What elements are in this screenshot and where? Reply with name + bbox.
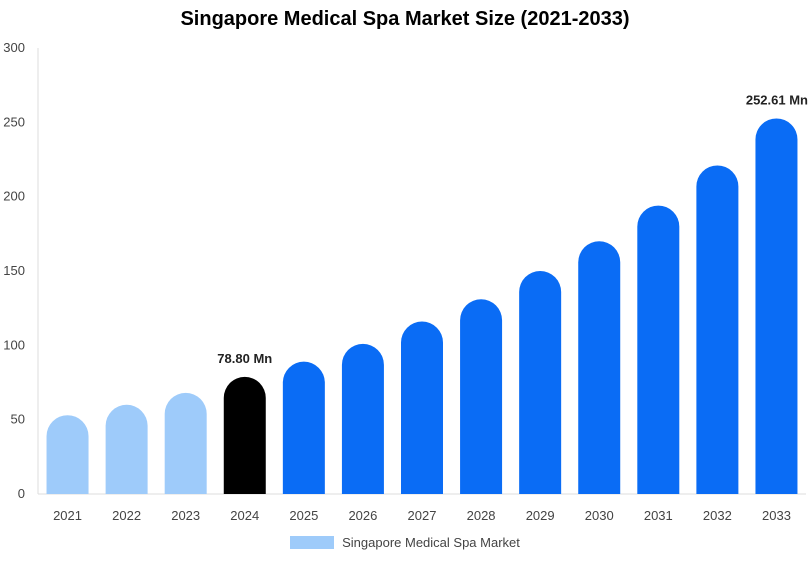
bar-2024 [223, 376, 266, 494]
x-tick-label: 2026 [348, 508, 377, 523]
bar-2028 [460, 299, 503, 494]
y-tick-label: 200 [3, 189, 25, 204]
legend-label: Singapore Medical Spa Market [342, 535, 520, 550]
x-tick-label: 2023 [171, 508, 200, 523]
bar-2032 [696, 165, 739, 495]
bar-2031 [637, 205, 680, 494]
x-tick-label: 2022 [112, 508, 141, 523]
y-tick-label: 100 [3, 337, 25, 352]
x-tick-label: 2021 [53, 508, 82, 523]
y-axis: 0 50 100 150 200 250 300 [3, 40, 39, 501]
y-tick-label: 250 [3, 114, 25, 129]
x-tick-label: 2033 [762, 508, 791, 523]
x-tick-label: 2027 [408, 508, 437, 523]
data-label-2024: 78.80 Mn [217, 351, 272, 366]
bar-2033 [755, 118, 798, 494]
bar-2023 [164, 392, 207, 494]
bar-2025 [282, 361, 325, 494]
x-tick-label: 2025 [289, 508, 318, 523]
bar-2029 [519, 271, 562, 494]
bar-2026 [341, 343, 384, 494]
y-tick-label: 300 [3, 40, 25, 55]
bar-2027 [401, 321, 443, 494]
x-axis: 2021 2022 2023 2024 2025 2026 2027 2028 2029 2030… [38, 493, 806, 523]
x-tick-label: 2028 [467, 508, 496, 523]
y-tick-label: 0 [18, 486, 25, 501]
bar-2030 [578, 241, 621, 494]
x-tick-label: 2029 [526, 508, 555, 523]
data-label-2033: 252.61 Mn [746, 92, 808, 107]
data-labels: 78.80 Mn 252.61 Mn [217, 92, 808, 365]
chart-title: Singapore Medical Spa Market Size (2021-… [180, 8, 630, 30]
y-tick-label: 150 [3, 263, 25, 278]
x-tick-label: 2032 [703, 508, 732, 523]
bars [46, 118, 798, 495]
x-tick-label: 2030 [585, 508, 614, 523]
y-tick-label: 50 [11, 412, 25, 427]
bar-2021 [46, 415, 89, 494]
legend-swatch [290, 536, 335, 549]
x-tick-label: 2031 [644, 508, 673, 523]
x-tick-label: 2024 [230, 508, 259, 523]
bar-2022 [105, 404, 148, 494]
legend: Singapore Medical Spa Market [0, 535, 810, 550]
